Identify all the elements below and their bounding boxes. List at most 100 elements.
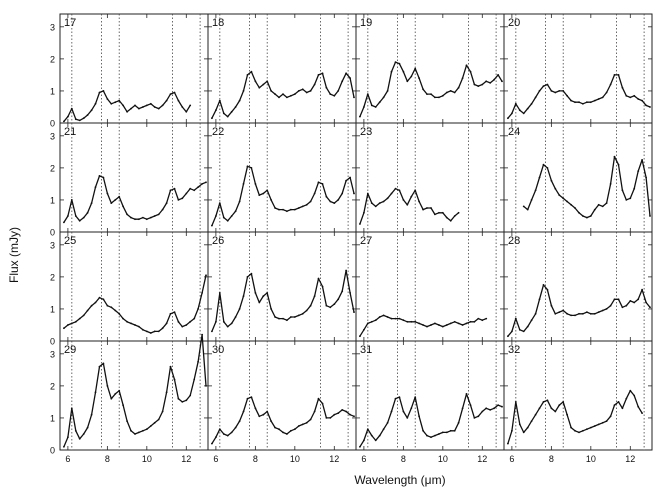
data-point <box>597 423 600 426</box>
data-point <box>617 163 620 166</box>
panel-32: 6 8 10 12 32 <box>503 340 653 464</box>
panel-25: 0 1 2 3 25 <box>50 231 209 347</box>
data-point <box>625 199 628 201</box>
data-point <box>461 77 464 79</box>
data-point <box>359 223 361 225</box>
data-point <box>410 407 413 410</box>
data-point <box>449 90 452 92</box>
data-point <box>554 91 557 94</box>
data-point <box>226 219 229 222</box>
data-point <box>293 208 296 211</box>
data-point <box>130 216 132 219</box>
data-point <box>578 211 580 214</box>
y-tick-label: 0 <box>50 446 55 456</box>
data-point <box>465 322 468 325</box>
data-point <box>349 292 351 294</box>
y-tick-label: 3 <box>50 240 55 250</box>
data-point <box>153 106 156 108</box>
data-point <box>138 325 140 328</box>
data-point <box>550 407 553 410</box>
data-point <box>70 107 73 110</box>
data-point <box>270 90 272 92</box>
data-point <box>422 429 424 432</box>
data-point <box>169 312 172 315</box>
data-point <box>185 324 188 326</box>
data-point <box>589 426 592 429</box>
data-point <box>609 83 612 86</box>
data-point <box>134 218 136 221</box>
data-point <box>465 393 468 395</box>
data-point <box>574 101 576 104</box>
data-point <box>215 320 217 323</box>
data-point <box>234 316 237 318</box>
data-point <box>309 418 312 421</box>
data-point <box>363 106 365 108</box>
data-point <box>625 94 628 97</box>
data-point <box>313 295 316 297</box>
data-point <box>130 107 132 110</box>
data-point <box>177 397 180 400</box>
data-point <box>633 394 636 397</box>
data-point <box>613 74 616 76</box>
data-point <box>382 96 385 99</box>
data-point <box>234 106 237 108</box>
spectrum-line <box>507 390 643 444</box>
data-point <box>305 421 308 424</box>
data-point <box>601 309 604 312</box>
data-point <box>465 64 468 67</box>
data-point <box>317 397 320 400</box>
data-point <box>629 96 632 99</box>
panel-frame <box>355 231 505 342</box>
data-point <box>589 101 592 104</box>
data-point <box>98 91 101 94</box>
data-point <box>546 83 549 86</box>
data-point <box>86 114 89 116</box>
data-point <box>313 83 316 86</box>
data-point <box>394 61 397 63</box>
data-point <box>309 304 312 307</box>
data-point <box>138 107 140 110</box>
data-point <box>270 199 272 201</box>
data-point <box>554 187 557 190</box>
data-point <box>370 434 373 437</box>
data-point <box>597 98 600 100</box>
data-point <box>374 439 377 442</box>
spectrum-line <box>63 90 191 122</box>
data-point <box>118 99 121 102</box>
data-point <box>333 94 336 97</box>
data-point <box>106 98 109 100</box>
data-point <box>378 434 381 437</box>
data-point <box>102 90 105 92</box>
data-point <box>230 431 233 434</box>
data-point <box>469 404 472 406</box>
data-point <box>445 431 448 434</box>
data-point <box>114 393 117 395</box>
data-point <box>222 112 225 115</box>
x-tick-label: 6 <box>213 454 218 464</box>
panel-23: 23 <box>355 122 505 233</box>
data-point <box>90 304 93 307</box>
x-axis-label: Wavelength (μm) <box>354 473 445 487</box>
panel-label: 26 <box>212 235 224 247</box>
panel-frame <box>59 122 209 233</box>
data-point <box>570 426 572 429</box>
data-point <box>378 101 381 104</box>
data-point <box>558 90 561 92</box>
data-point <box>382 428 385 431</box>
data-point <box>538 176 541 179</box>
data-point <box>177 99 180 102</box>
data-point <box>363 328 365 331</box>
data-point <box>353 192 355 195</box>
data-point <box>197 360 200 363</box>
data-point <box>406 80 409 83</box>
data-point <box>325 417 328 419</box>
data-point <box>145 218 148 221</box>
data-point <box>230 110 233 113</box>
data-point <box>578 101 580 104</box>
data-point <box>211 442 213 445</box>
panel-label: 29 <box>64 344 76 356</box>
panel-label: 23 <box>360 126 372 138</box>
y-tick-label: 0 <box>50 228 55 238</box>
data-point <box>222 216 225 219</box>
data-point <box>534 312 537 315</box>
